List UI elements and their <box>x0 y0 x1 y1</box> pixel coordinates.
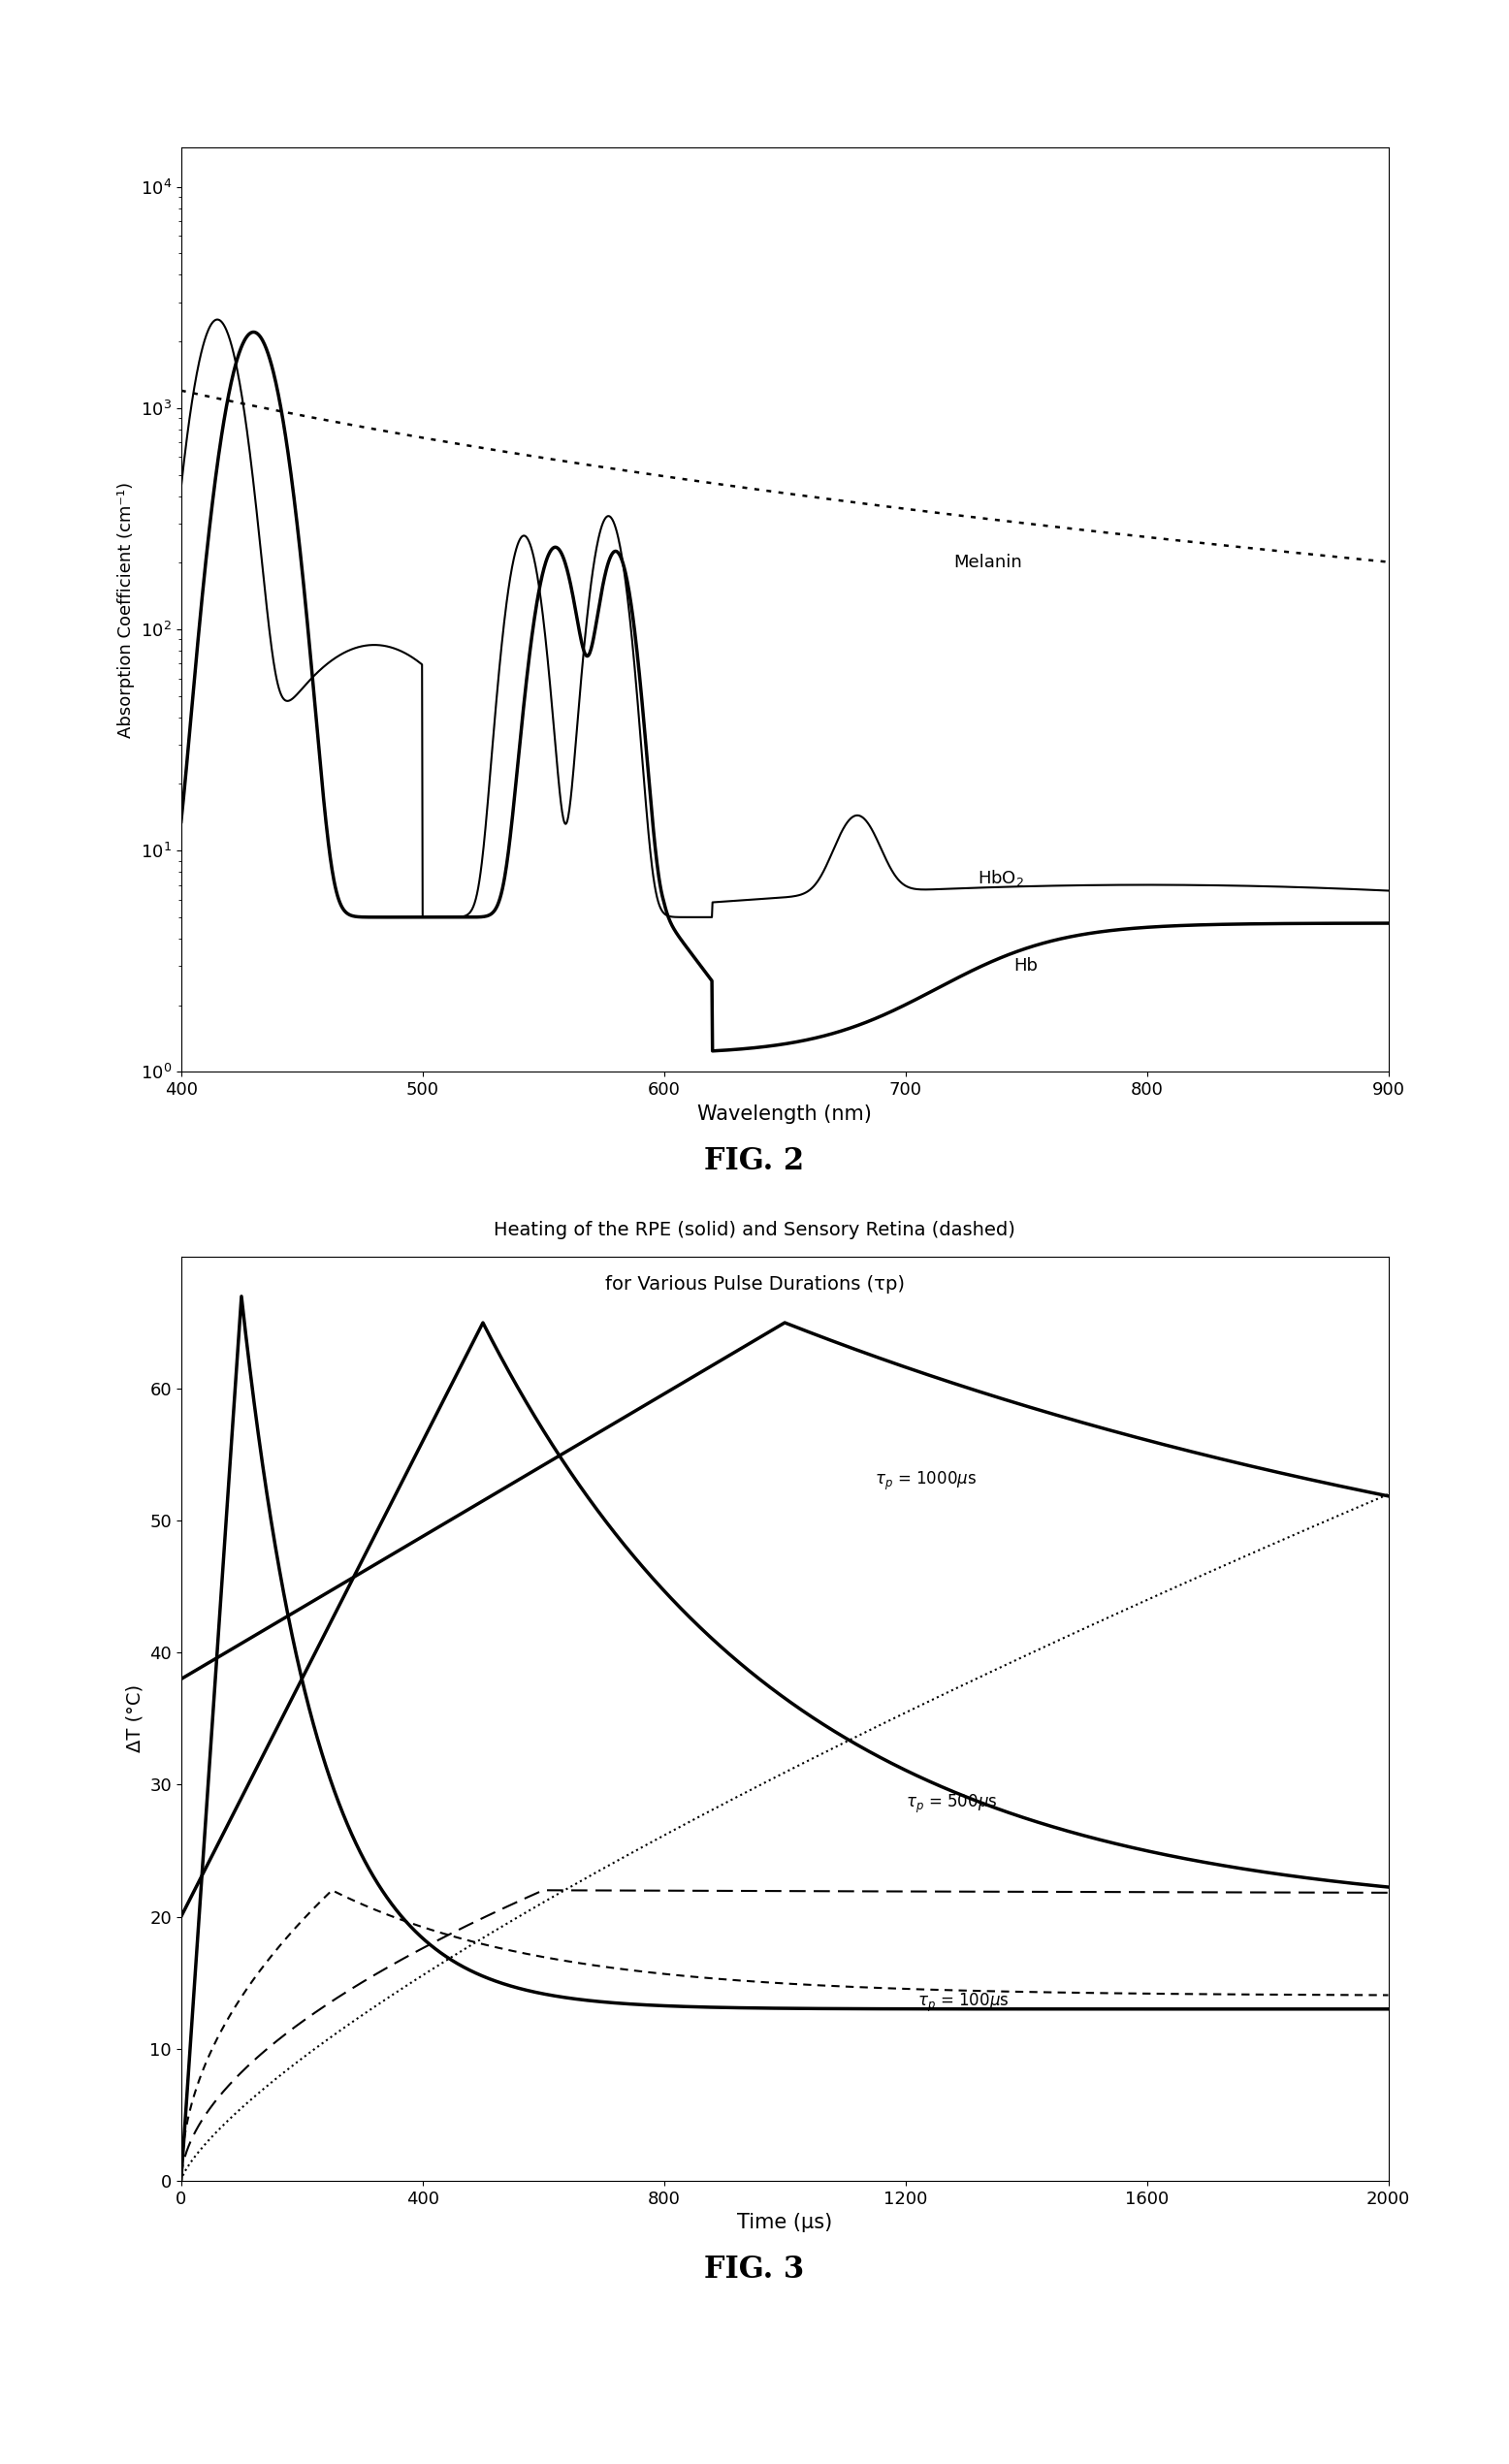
Text: for Various Pulse Durations (τp): for Various Pulse Durations (τp) <box>605 1276 904 1294</box>
Text: $\tau_p$ = 1000$\mu$s: $\tau_p$ = 1000$\mu$s <box>875 1471 978 1493</box>
Text: $\tau_p$ = 500$\mu$s: $\tau_p$ = 500$\mu$s <box>905 1794 997 1816</box>
Text: Hb: Hb <box>1014 958 1038 976</box>
X-axis label: Wavelength (nm): Wavelength (nm) <box>697 1104 872 1124</box>
Text: Melanin: Melanin <box>954 554 1022 572</box>
Y-axis label: Absorption Coefficient (cm⁻¹): Absorption Coefficient (cm⁻¹) <box>118 483 134 737</box>
Y-axis label: ΔT (°C): ΔT (°C) <box>125 1685 145 1752</box>
Text: FIG. 2: FIG. 2 <box>705 1146 804 1175</box>
X-axis label: Time (μs): Time (μs) <box>736 2213 833 2232</box>
Text: HbO$_2$: HbO$_2$ <box>978 867 1025 890</box>
Text: FIG. 3: FIG. 3 <box>705 2255 804 2284</box>
Text: $\tau_p$ = 100$\mu$s: $\tau_p$ = 100$\mu$s <box>917 1991 1010 2013</box>
Text: Heating of the RPE (solid) and Sensory Retina (dashed): Heating of the RPE (solid) and Sensory R… <box>493 1222 1016 1239</box>
